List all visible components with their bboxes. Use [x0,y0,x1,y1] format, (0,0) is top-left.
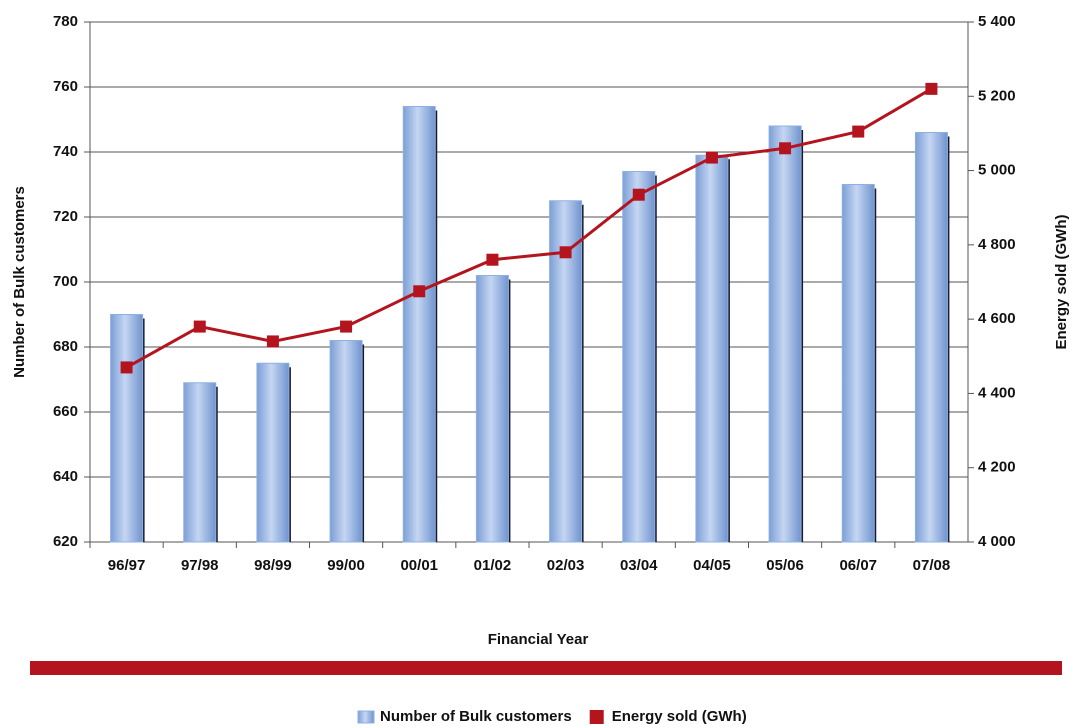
x-tick-label: 00/01 [400,557,438,574]
y-tick-label: 620 [53,533,78,550]
line-marker [852,125,865,138]
y-tick-label: 760 [53,78,78,95]
x-tick-label: 98/99 [254,557,292,574]
y2-tick-label: 4 400 [978,384,1016,401]
x-tick-label: 04/05 [693,557,731,574]
bar [695,154,729,543]
y-tick-label: 780 [53,13,78,30]
bar [475,275,509,543]
line-marker [705,151,718,164]
legend-swatch [357,710,375,724]
line-marker [925,82,938,95]
bar [110,314,144,543]
divider [30,661,1062,675]
line-marker [340,320,353,333]
y-tick-label: 740 [53,143,78,160]
x-tick-label: 96/97 [108,557,146,574]
line-marker [120,361,133,374]
bar [914,132,948,543]
y2-tick-label: 5 000 [978,162,1016,179]
bar [402,106,436,543]
y-tick-label: 640 [53,468,78,485]
x-tick-label: 02/03 [547,557,585,574]
line-marker [486,253,499,266]
y-tick-label: 720 [53,208,78,225]
y-axis-title: Number of Bulk customers [11,186,28,378]
bar [256,362,290,543]
y2-tick-label: 4 200 [978,459,1016,476]
bar [183,382,217,543]
line-marker [193,320,206,333]
line-marker [413,285,426,298]
line-marker [632,188,645,201]
y2-tick-label: 4 600 [978,310,1016,327]
y-tick-label: 680 [53,338,78,355]
line-marker [266,335,279,348]
line-marker [559,246,572,259]
x-tick-label: 97/98 [181,557,219,574]
y-tick-label: 700 [53,273,78,290]
bar [841,184,875,543]
x-axis-title: Financial Year [488,631,589,648]
x-tick-label: 01/02 [474,557,512,574]
line [125,87,933,369]
line-marker [779,142,792,155]
legend-label: Number of Bulk customers [380,708,572,725]
x-tick-label: 99/00 [327,557,365,574]
y2-tick-label: 4 000 [978,533,1016,550]
bar [768,125,802,543]
y2-tick-label: 4 800 [978,236,1016,253]
x-tick-label: 07/08 [913,557,951,574]
y2-tick-label: 5 400 [978,13,1016,30]
bar [622,171,656,543]
y2-tick-label: 5 200 [978,87,1016,104]
y2-axis-title: Energy sold (GWh) [1053,214,1070,349]
y-tick-label: 660 [53,403,78,420]
legend-label: Energy sold (GWh) [612,708,747,725]
legend-swatch [589,710,604,724]
x-tick-label: 06/07 [839,557,877,574]
x-tick-label: 03/04 [620,557,658,574]
bar [329,340,363,543]
x-tick-label: 05/06 [766,557,804,574]
